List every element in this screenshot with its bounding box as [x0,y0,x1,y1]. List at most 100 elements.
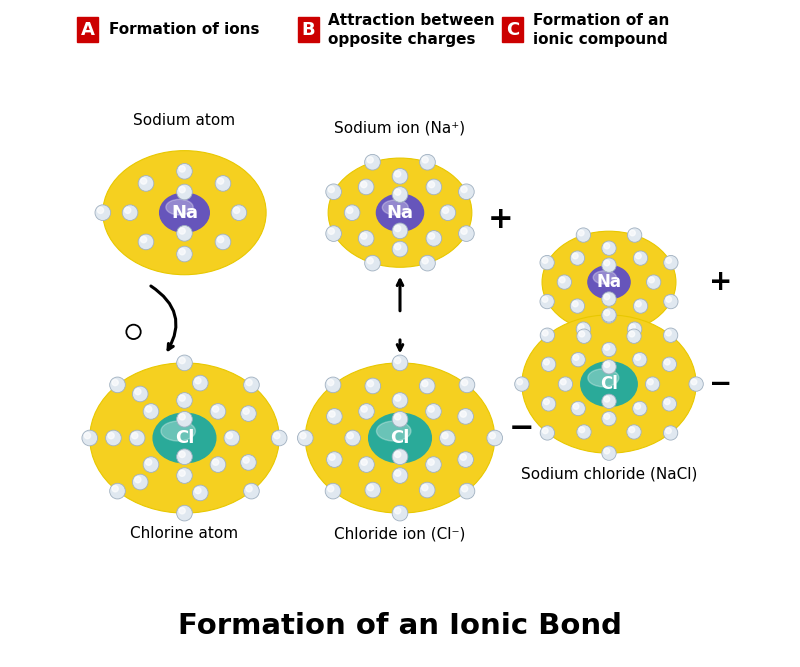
Circle shape [361,406,367,412]
Circle shape [442,432,448,439]
Circle shape [298,430,313,446]
Circle shape [666,428,671,434]
Circle shape [325,377,341,393]
Circle shape [490,432,495,439]
Circle shape [428,233,434,239]
Ellipse shape [377,194,423,231]
Ellipse shape [353,400,447,476]
Circle shape [426,231,442,246]
Text: Attraction between
opposite charges: Attraction between opposite charges [328,13,495,47]
Circle shape [573,301,578,307]
Circle shape [422,257,428,264]
Circle shape [426,179,442,195]
Circle shape [602,446,616,460]
Circle shape [365,154,380,170]
Circle shape [110,484,126,499]
Circle shape [420,255,435,271]
Text: Cl: Cl [600,375,618,393]
Ellipse shape [376,195,424,231]
Circle shape [602,307,616,322]
Circle shape [540,328,554,342]
Circle shape [243,457,250,463]
Circle shape [231,205,246,221]
Circle shape [392,506,408,521]
Circle shape [458,225,474,241]
Circle shape [179,470,186,476]
Circle shape [543,360,550,365]
Circle shape [394,508,401,514]
Ellipse shape [382,200,408,215]
Circle shape [460,411,466,418]
Text: +: + [709,268,733,296]
Ellipse shape [564,248,654,316]
Circle shape [422,484,428,491]
Circle shape [662,357,677,372]
Circle shape [542,357,556,372]
Circle shape [241,406,256,422]
Circle shape [542,257,548,263]
Circle shape [179,358,186,364]
Circle shape [194,488,201,494]
Circle shape [634,404,641,410]
Circle shape [646,377,660,392]
Circle shape [358,404,374,420]
Circle shape [426,404,442,420]
Circle shape [132,432,138,439]
Circle shape [428,406,434,412]
Text: Sodium chloride (NaCl): Sodium chloride (NaCl) [521,466,697,481]
Circle shape [422,380,428,387]
Circle shape [458,452,474,468]
Circle shape [577,425,591,439]
Circle shape [542,397,556,411]
Circle shape [361,459,367,466]
Circle shape [243,484,259,499]
Circle shape [579,427,585,433]
Circle shape [138,234,154,249]
Circle shape [559,277,565,283]
Text: Chlorine atom: Chlorine atom [130,526,238,541]
Circle shape [177,163,192,179]
Circle shape [630,324,635,329]
Circle shape [326,452,342,468]
Circle shape [573,253,578,259]
Circle shape [143,457,159,472]
Ellipse shape [103,151,266,275]
Circle shape [542,297,548,302]
Circle shape [634,355,641,360]
Circle shape [346,207,353,213]
Circle shape [177,184,192,200]
Circle shape [604,310,610,315]
Circle shape [487,430,502,446]
Circle shape [193,376,208,391]
Circle shape [325,484,341,499]
Circle shape [134,476,141,483]
Circle shape [344,205,360,221]
Ellipse shape [328,158,472,267]
Circle shape [557,275,571,289]
Circle shape [570,299,585,313]
Circle shape [361,233,367,239]
Circle shape [604,448,610,454]
Circle shape [213,406,218,412]
Circle shape [367,257,374,264]
Circle shape [664,255,678,270]
Ellipse shape [352,176,448,249]
Circle shape [576,322,590,336]
Circle shape [604,414,610,420]
Circle shape [394,189,401,195]
Circle shape [426,457,442,472]
Circle shape [179,452,186,458]
Text: Formation of ions: Formation of ions [110,22,260,37]
Circle shape [177,506,192,521]
Circle shape [561,379,566,385]
Circle shape [571,402,586,416]
Circle shape [358,231,374,246]
Text: −: − [509,414,534,443]
Ellipse shape [377,421,411,441]
Circle shape [442,207,449,213]
Circle shape [691,379,697,385]
Circle shape [440,205,456,221]
Circle shape [542,428,548,434]
Text: B: B [302,21,315,39]
Circle shape [193,485,208,501]
